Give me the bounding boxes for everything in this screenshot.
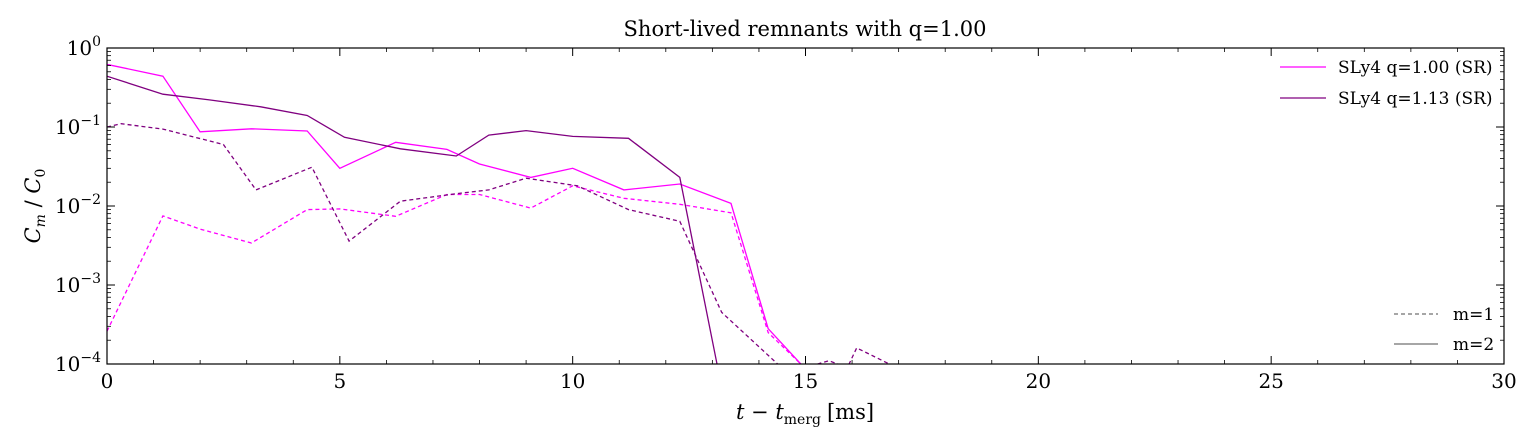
series-line-4 (107, 123, 890, 364)
legend-label: SLy4 q=1.00 (SR) (1338, 58, 1493, 78)
series-line-1 (107, 63, 802, 364)
series-line-3 (107, 185, 802, 364)
x-tick-label: 25 (1258, 369, 1283, 393)
y-axis-label-sub-0: 0 (33, 169, 49, 178)
y-axis-label: Cm / C0 (21, 169, 49, 244)
x-axis-label: t − tmerg [ms] (736, 400, 874, 428)
x-tick-label: 5 (333, 369, 346, 393)
plot-frame (106, 47, 1505, 365)
legend-label: m=1 (1453, 305, 1494, 325)
y-tick-label: 10−3 (55, 271, 101, 297)
y-tick-label: 10−4 (55, 350, 101, 376)
x-axis-label-unit: [ms] (827, 400, 874, 424)
y-ticks: 100 10−1 10−2 10−3 10−4 (55, 34, 1504, 376)
legend-models: SLy4 q=1.00 (SR) SLy4 q=1.13 (SR) (1280, 58, 1493, 109)
legend-label: m=2 (1453, 335, 1494, 355)
x-tick-label: 20 (1026, 369, 1051, 393)
y-axis-label-denominator: C (21, 178, 45, 194)
legend-label: SLy4 q=1.13 (SR) (1338, 89, 1493, 109)
y-axis-label-main: C (21, 227, 45, 243)
legend-modes: m=1 m=2 (1394, 305, 1494, 355)
y-tick-label: 10−1 (55, 113, 101, 139)
chart-title: Short-lived remnants with q=1.00 (624, 17, 987, 41)
y-tick-label: 100 (67, 34, 101, 60)
x-tick-label: 30 (1491, 369, 1516, 393)
series-layer (107, 63, 890, 364)
x-tick-label: 10 (560, 369, 585, 393)
series-line-2 (107, 75, 718, 364)
x-tick-label: 0 (101, 369, 114, 393)
x-tick-label: 15 (793, 369, 818, 393)
x-ticks: 0 5 10 15 20 25 30 (101, 48, 1517, 393)
y-axis-label-slash: / (21, 194, 45, 214)
x-axis-label-sub: merg (784, 412, 821, 428)
x-axis-label-main: t − t (736, 400, 784, 424)
y-tick-label: 10−2 (55, 192, 101, 218)
y-axis-label-sub-m: m (33, 214, 49, 227)
